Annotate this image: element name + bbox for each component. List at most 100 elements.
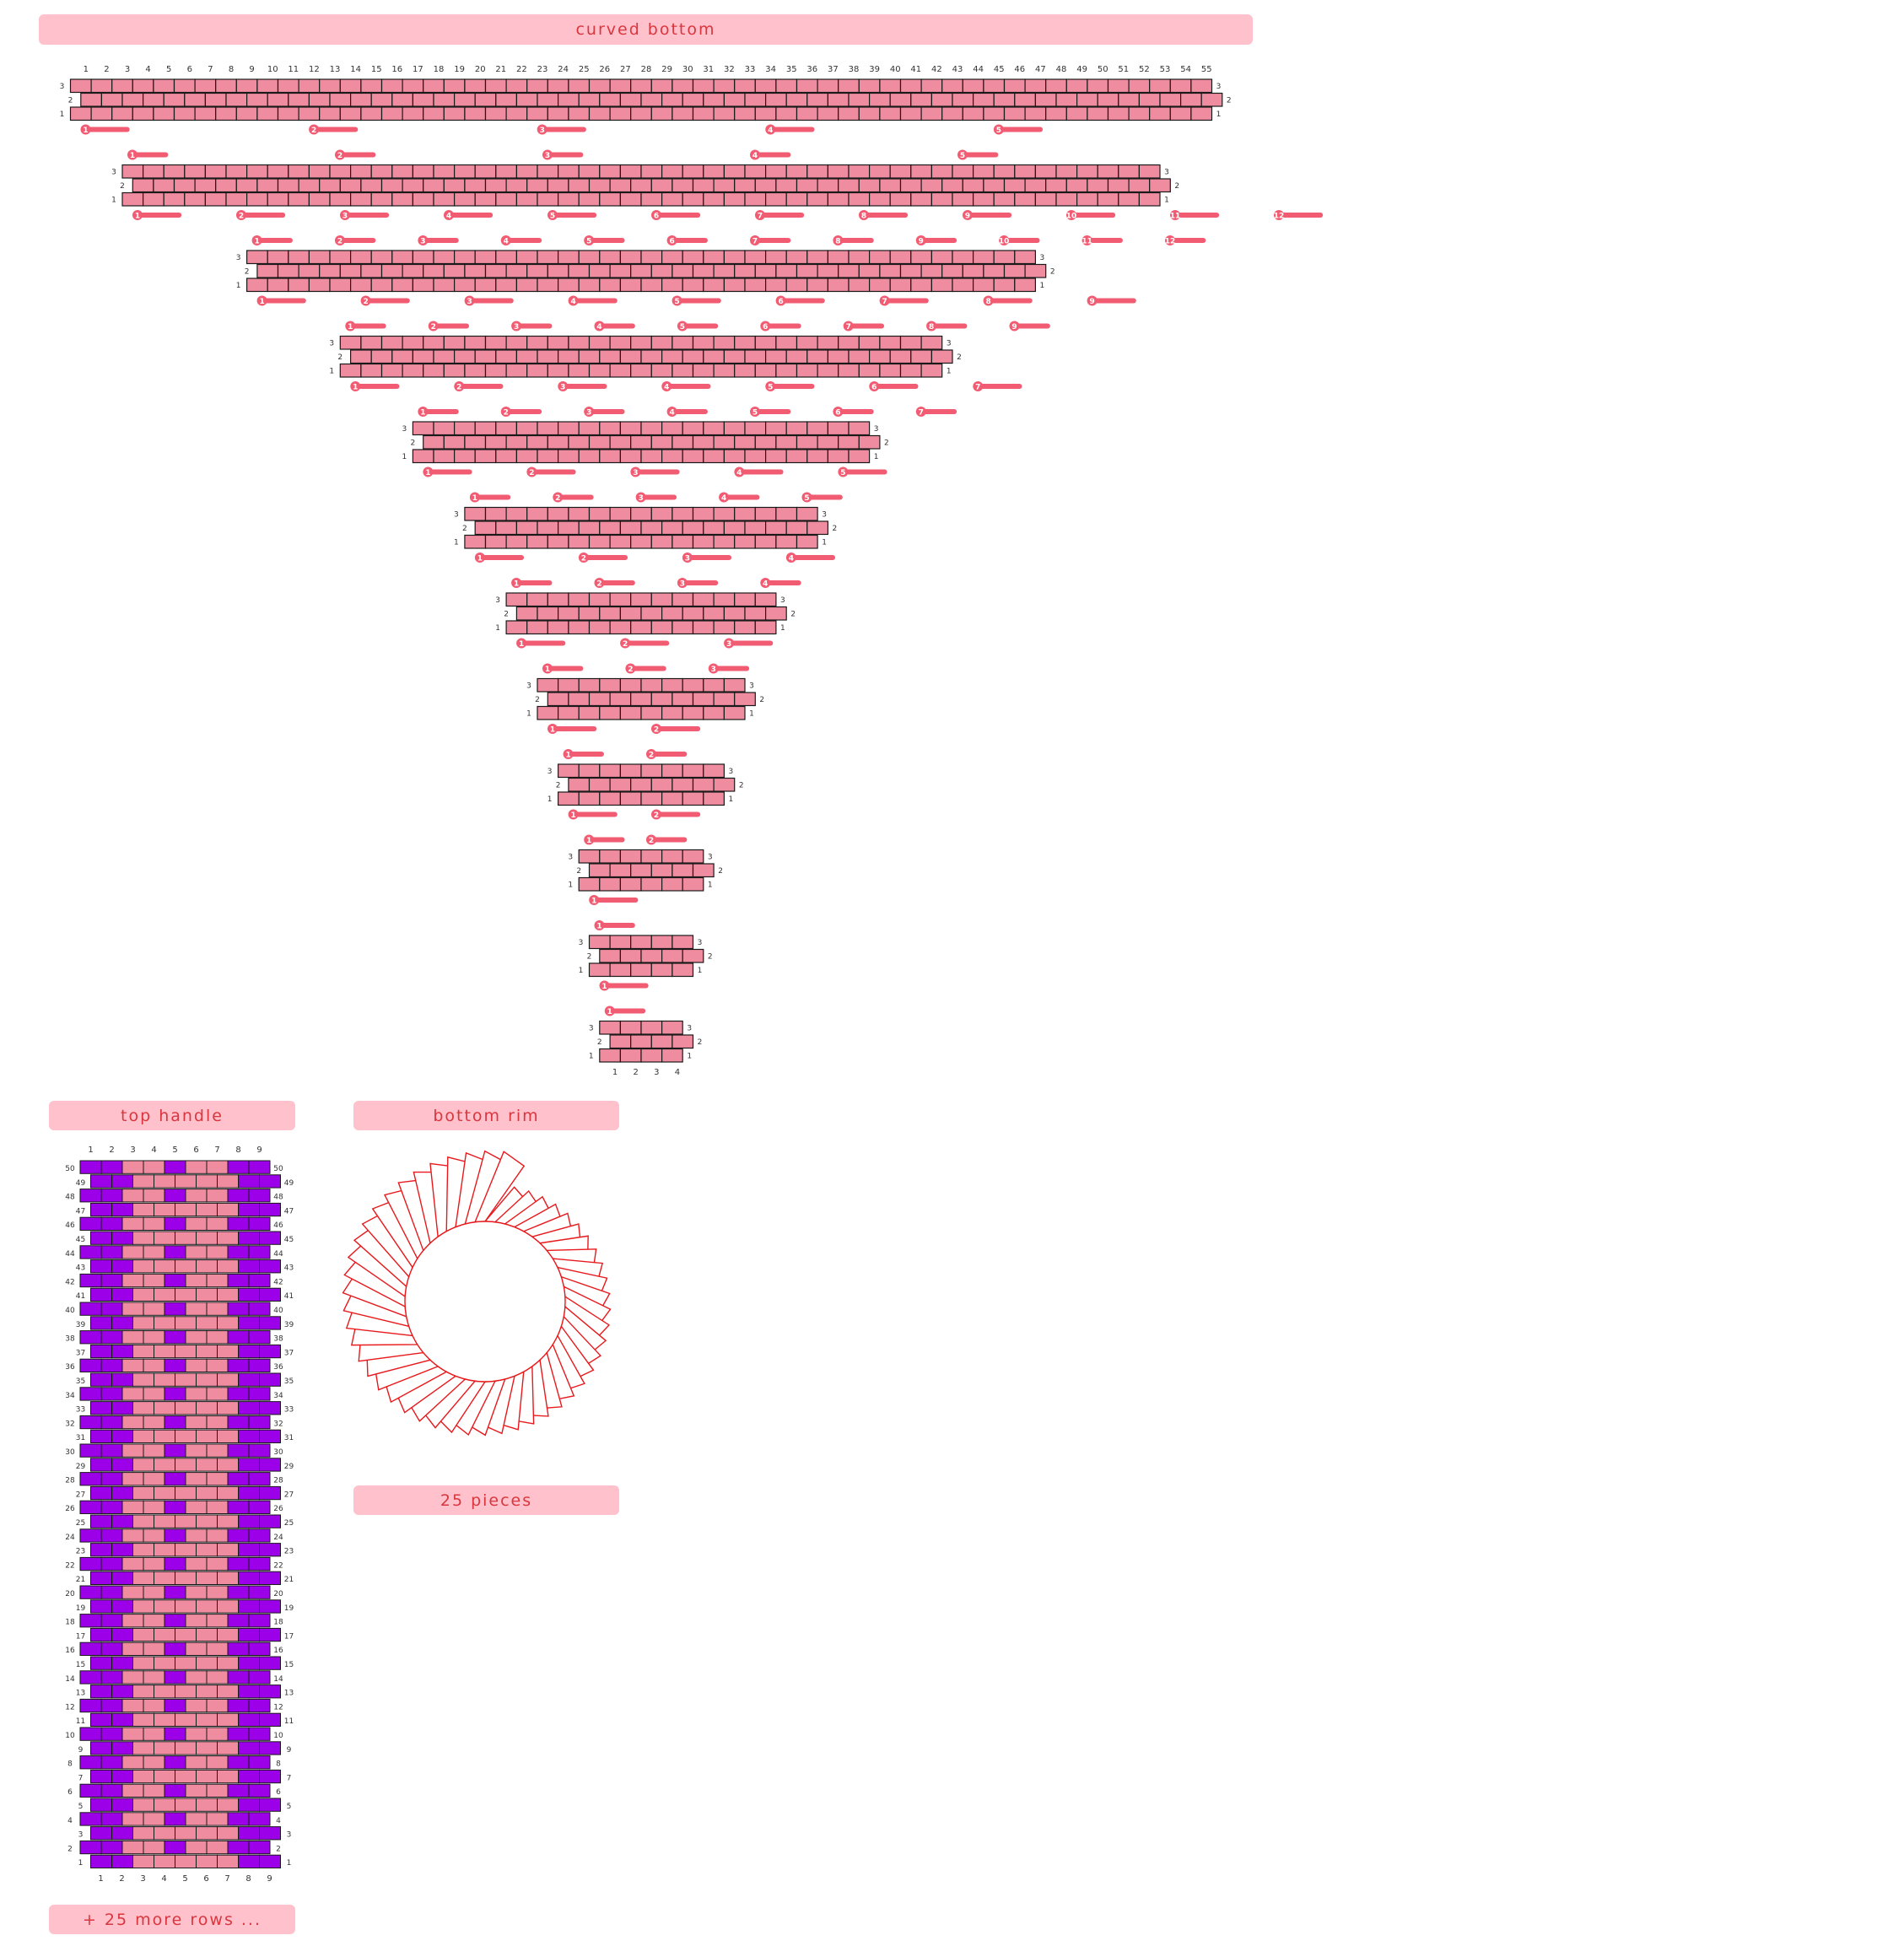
bead [132,179,154,192]
handle-bead [91,1657,112,1669]
handle-bead [197,1770,218,1782]
row-label: 9 [287,1746,292,1755]
handle-bead [207,1841,228,1853]
bead-number: 17 [413,65,423,74]
handle-bead [165,1699,186,1712]
handle-bead [133,1232,154,1244]
handle-bead [122,1388,143,1400]
bead [455,350,476,364]
bead [382,79,403,93]
handle-bead [197,1742,218,1755]
bead [766,607,787,621]
piece-number: 3 [586,409,591,418]
handle-bead [175,1685,197,1698]
bead [382,265,403,278]
piece-number: 1 [607,1008,612,1016]
handle-bead [143,1246,165,1259]
handle-bead [80,1557,101,1570]
handle-bead [249,1699,270,1712]
bead [682,278,704,292]
handle-bead [260,1317,281,1329]
handle-bead [197,1515,218,1528]
handle-bead [197,1430,218,1442]
bead [590,107,611,121]
bead [610,693,631,706]
handle-bead [239,1317,260,1329]
bead [91,79,112,93]
bead [558,679,580,693]
handle-bead [112,1798,133,1811]
bead [931,94,952,107]
row-label: 1 [874,453,879,461]
bead [931,165,952,179]
bead [859,107,880,121]
handle-bead [101,1473,122,1485]
handle-bead [133,1571,154,1584]
bead [724,278,745,292]
handle-bead [218,1458,239,1471]
handle-bead [133,1798,154,1811]
handle-bead [186,1501,207,1513]
bead [537,679,558,693]
piece-number: 3 [685,555,690,563]
handle-bead [122,1415,143,1428]
curved-bottom-piece: 1 2 3 4 5 6 7 8 93 32 21 11 2 3 4 5 6 7 [329,321,1047,392]
handle-bead [228,1671,249,1684]
handle-bead [197,1685,218,1698]
bead [724,350,745,364]
handle-bead [175,1232,197,1244]
row-label: 3 [568,854,573,862]
bead [755,621,776,634]
row-label: 1 [526,710,531,719]
bead [1087,179,1108,192]
bead [569,364,590,378]
row-label: 21 [76,1576,85,1584]
handle-bead [175,1486,197,1499]
bead [766,350,787,364]
handle-bead [186,1529,207,1542]
handle-bead [101,1557,122,1570]
bead [579,165,600,179]
handle-bead [165,1784,186,1797]
piece-number: 5 [680,323,685,332]
bead [590,779,611,792]
handle-bead [122,1557,143,1570]
handle-bead [186,1756,207,1769]
bead [496,450,517,463]
piece-number: 1 [420,409,425,418]
handle-bead [207,1813,228,1825]
bead [132,79,154,93]
bead [745,450,766,463]
row-label: 46 [65,1221,75,1230]
handle-bead [175,1798,197,1811]
bead [527,593,548,606]
bead [911,94,932,107]
bead [590,265,611,278]
bead [143,94,165,107]
bead [569,693,590,706]
row-label: 35 [76,1377,85,1386]
bead [402,337,423,350]
row-label: 30 [65,1448,75,1457]
piece-number: 1 [477,555,483,563]
row-label: 3 [708,854,713,862]
bead [672,963,693,977]
row-label: 1 [822,539,827,547]
row-label: 13 [284,1690,294,1698]
bead [278,79,299,93]
bead [693,79,715,93]
bead [569,436,590,450]
piece-number: 12 [1274,213,1285,221]
column-number: 4 [161,1874,166,1884]
bead [786,521,807,535]
handle-bead [133,1515,154,1528]
piece-number: 2 [581,555,586,563]
handle-bead [165,1529,186,1542]
bead [1181,94,1202,107]
row-label: 41 [76,1292,85,1301]
bead-number: 3 [125,65,130,74]
handle-bead [197,1628,218,1641]
handle-bead [228,1557,249,1570]
bead [579,850,600,864]
bead [662,165,683,179]
